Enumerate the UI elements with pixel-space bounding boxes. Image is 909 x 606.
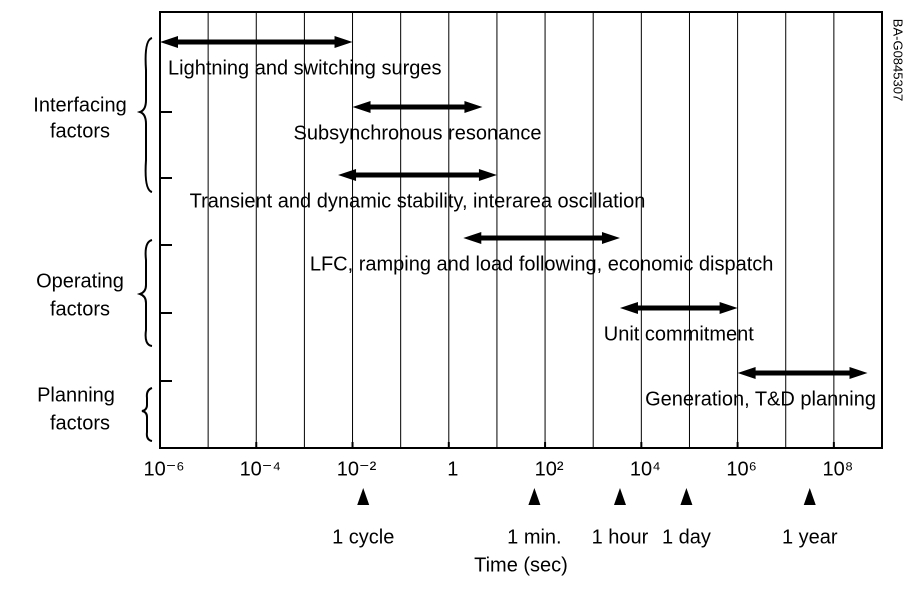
range-label: Unit commitment (604, 323, 754, 345)
x-tick-label: 10⁴ (630, 458, 661, 480)
range-arrow (619, 302, 738, 314)
range-arrow (737, 367, 868, 379)
brace (136, 239, 153, 347)
brace (141, 387, 153, 442)
group-label: factors (50, 298, 110, 320)
range-label: LFC, ramping and load following, economi… (310, 253, 774, 275)
range-label: Subsynchronous resonance (294, 122, 542, 144)
plot-frame (159, 11, 883, 449)
range-label: Transient and dynamic stability, interar… (190, 190, 646, 212)
group-label: factors (50, 120, 110, 142)
time-marker (803, 488, 816, 505)
time-marker-label: 1 day (662, 526, 711, 548)
time-marker-label: 1 min. (507, 526, 561, 548)
group-label: Planning (37, 384, 115, 406)
group-label: Operating (36, 270, 124, 292)
x-tick-label: 10⁻⁴ (240, 458, 281, 480)
x-tick-label: 1 (447, 458, 458, 480)
range-label: Generation, T&D planning (645, 388, 876, 410)
time-marker (357, 488, 370, 505)
group-label: Interfacing (33, 94, 126, 116)
x-tick-label: 10⁸ (823, 458, 854, 480)
brace (136, 37, 153, 193)
range-arrow (463, 232, 620, 244)
row-ticks (160, 111, 172, 382)
x-tick-label: 10² (535, 458, 564, 480)
time-marker (680, 488, 693, 505)
x-axis-label: Time (sec) (474, 554, 568, 576)
time-marker-label: 1 year (782, 526, 838, 548)
range-arrow (160, 36, 353, 48)
range-arrow (352, 101, 483, 113)
group-label: factors (50, 412, 110, 434)
time-marker (528, 488, 541, 505)
x-tick-label: 10⁶ (726, 458, 756, 480)
range-arrow (338, 169, 497, 181)
x-tick-label: 10⁻² (337, 458, 377, 480)
braces (136, 37, 153, 442)
x-tick-label: 10⁻⁶ (143, 458, 184, 480)
time-marker-label: 1 hour (592, 526, 649, 548)
side-note: BA-G0845307 (891, 19, 906, 101)
time-marker-label: 1 cycle (332, 526, 394, 548)
range-label: Lightning and switching surges (168, 57, 442, 79)
time-marker (613, 488, 626, 505)
